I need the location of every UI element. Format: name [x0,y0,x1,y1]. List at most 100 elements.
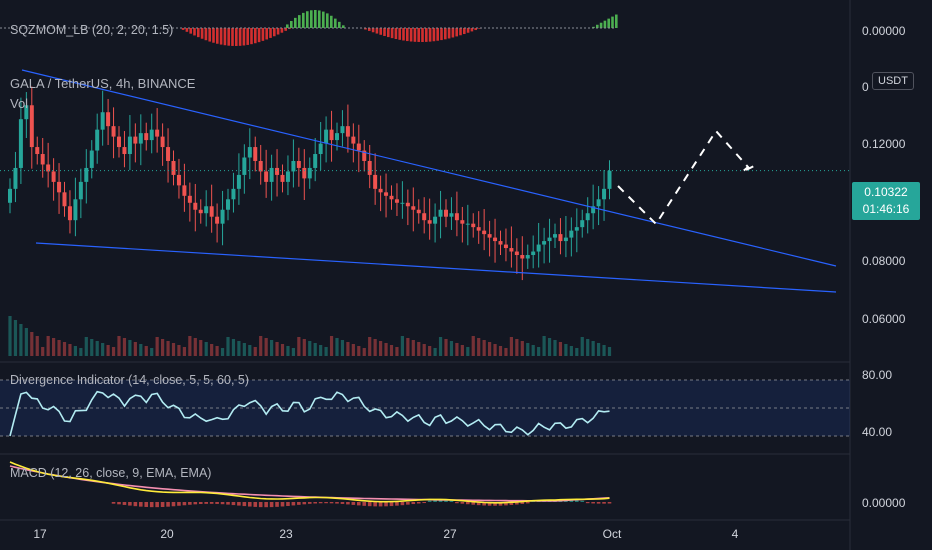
macd-histogram-bar [466,502,470,505]
candle [525,255,530,259]
volume-bar [204,342,208,356]
squeeze-bar [599,22,603,28]
macd-indicator-label[interactable]: MACD (12, 26, close, 9, EMA, EMA) [10,466,212,480]
divergence-indicator-label[interactable]: Divergence Indicator (14, close, 5, 5, 6… [10,373,250,387]
macd-histogram-bar [607,502,612,504]
squeeze-bar [265,28,268,40]
candle [302,167,307,179]
price-tick-2: 0.06000 [862,312,906,326]
candle [247,147,252,158]
macd-histogram-bar [427,500,432,502]
squeeze-bar [208,28,211,42]
volume-bar [177,345,181,356]
price-axis-partial: 0 [862,80,869,94]
time-label-23: 23 [279,527,293,541]
candle [8,188,12,203]
squeeze-bar [294,17,297,28]
squeeze-bar [470,28,474,32]
volume-bar [553,340,557,356]
candle [46,164,51,172]
candle [553,234,557,238]
bar-countdown: 01:46:16 [862,202,910,216]
squeeze-bar [286,24,289,28]
squeeze-bar [440,28,443,41]
macd-histogram-bar [128,502,132,506]
candle [307,167,312,179]
candle [215,216,220,224]
macd-histogram-bar [525,502,530,504]
volume-bar [171,343,176,356]
macd-histogram-bar [117,502,121,505]
volume-bar [406,338,410,356]
volume-bar [264,338,268,356]
volume-bar [449,341,454,356]
squeeze-bar [421,28,424,42]
candle [324,129,329,144]
volume-bar [324,347,328,356]
volume-bar [433,348,437,356]
candle [356,143,361,151]
squeeze-indicator-label[interactable]: SQZMOM_LB (20, 2, 20, 1.5) [10,23,174,37]
squeeze-bar [231,28,234,46]
candle [422,213,427,221]
squeeze-bar [368,28,371,31]
volume-bar [122,338,127,356]
squeeze-bar [200,28,204,39]
candle [536,244,541,252]
macd-histogram-bar [509,502,514,506]
macd-histogram-bar [329,502,334,504]
squeeze-bar [212,28,215,43]
macd-histogram-bar [346,502,350,505]
volume-bar [493,344,497,356]
price-tick-1: 0.08000 [862,254,906,268]
candle [460,220,465,224]
macd-histogram-bar [340,502,345,504]
volume-bar [564,344,568,356]
volume-bar [329,336,334,356]
macd-histogram-bar [449,500,454,502]
candle [67,206,72,221]
macd-histogram-bar [182,502,187,506]
lower-trendline [35,242,837,293]
macd-histogram-bar [591,502,595,504]
candle [138,133,143,144]
squeeze-bar [197,28,200,38]
macd-histogram-bar [122,502,127,505]
candle [433,216,438,224]
price-tick-0: 0.12000 [862,137,906,151]
candle [531,251,536,256]
volume-bar [438,337,443,356]
squeeze-bar [326,13,329,28]
candle [209,206,214,217]
candle [220,209,225,224]
candle [258,160,263,172]
candle [133,136,138,144]
macd-histogram-bar [384,502,388,507]
squeeze-bar [284,28,287,31]
volume-bar [575,348,579,356]
macd-histogram-bar [433,500,437,502]
candle [340,126,345,134]
candle [285,171,290,182]
symbol-title[interactable]: GALA / TetherUS, 4h, BINANCE [10,76,196,91]
candle [476,227,481,231]
volume-bar [101,343,105,356]
squeeze-bar [615,14,618,28]
currency-badge[interactable]: USDT [872,72,914,90]
squeeze-bar [603,20,607,28]
candle [78,181,83,200]
volume-bar [41,347,45,356]
macd-histogram-bar [193,502,198,505]
candle [242,157,247,175]
time-label-27: 27 [443,527,457,541]
candle [580,220,585,228]
macd-histogram-bar [400,502,405,506]
squeeze-bar [342,25,345,28]
volume-bar [520,341,524,356]
macd-histogram-bar [307,502,312,504]
candle [394,199,399,203]
macd-histogram-bar [493,502,497,506]
candle [503,244,508,249]
volume-label[interactable]: Vol [10,96,29,111]
